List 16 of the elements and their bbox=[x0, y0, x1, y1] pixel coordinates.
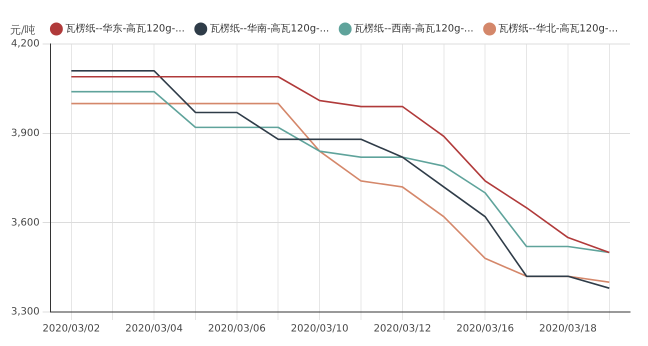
legend-label: 瓦楞纸--华东-高瓦120g-... bbox=[65, 22, 185, 35]
legend-label: 瓦楞纸--华南-高瓦120g-... bbox=[210, 22, 330, 35]
y-tick-label: 4,200 bbox=[10, 38, 40, 50]
y-tick-label: 3,300 bbox=[10, 306, 40, 318]
x-tick-label: 2020/03/04 bbox=[125, 324, 183, 335]
y-tick-label: 3,600 bbox=[10, 217, 40, 228]
x-tick-label: 2020/03/10 bbox=[290, 324, 348, 335]
x-tick-label: 2020/03/18 bbox=[539, 324, 597, 335]
x-tick-label: 2020/03/12 bbox=[374, 324, 432, 335]
y-axis-title: 元/吨 bbox=[10, 23, 36, 36]
legend-label: 瓦楞纸--西南-高瓦120g-... bbox=[354, 22, 474, 35]
x-tick-label: 2020/03/16 bbox=[456, 324, 514, 335]
x-tick-label: 2020/03/02 bbox=[42, 324, 100, 335]
y-tick-label: 3,900 bbox=[10, 128, 40, 139]
legend-label: 瓦楞纸--华北-高瓦120g-... bbox=[498, 22, 618, 35]
x-tick-label: 2020/03/06 bbox=[208, 324, 266, 335]
